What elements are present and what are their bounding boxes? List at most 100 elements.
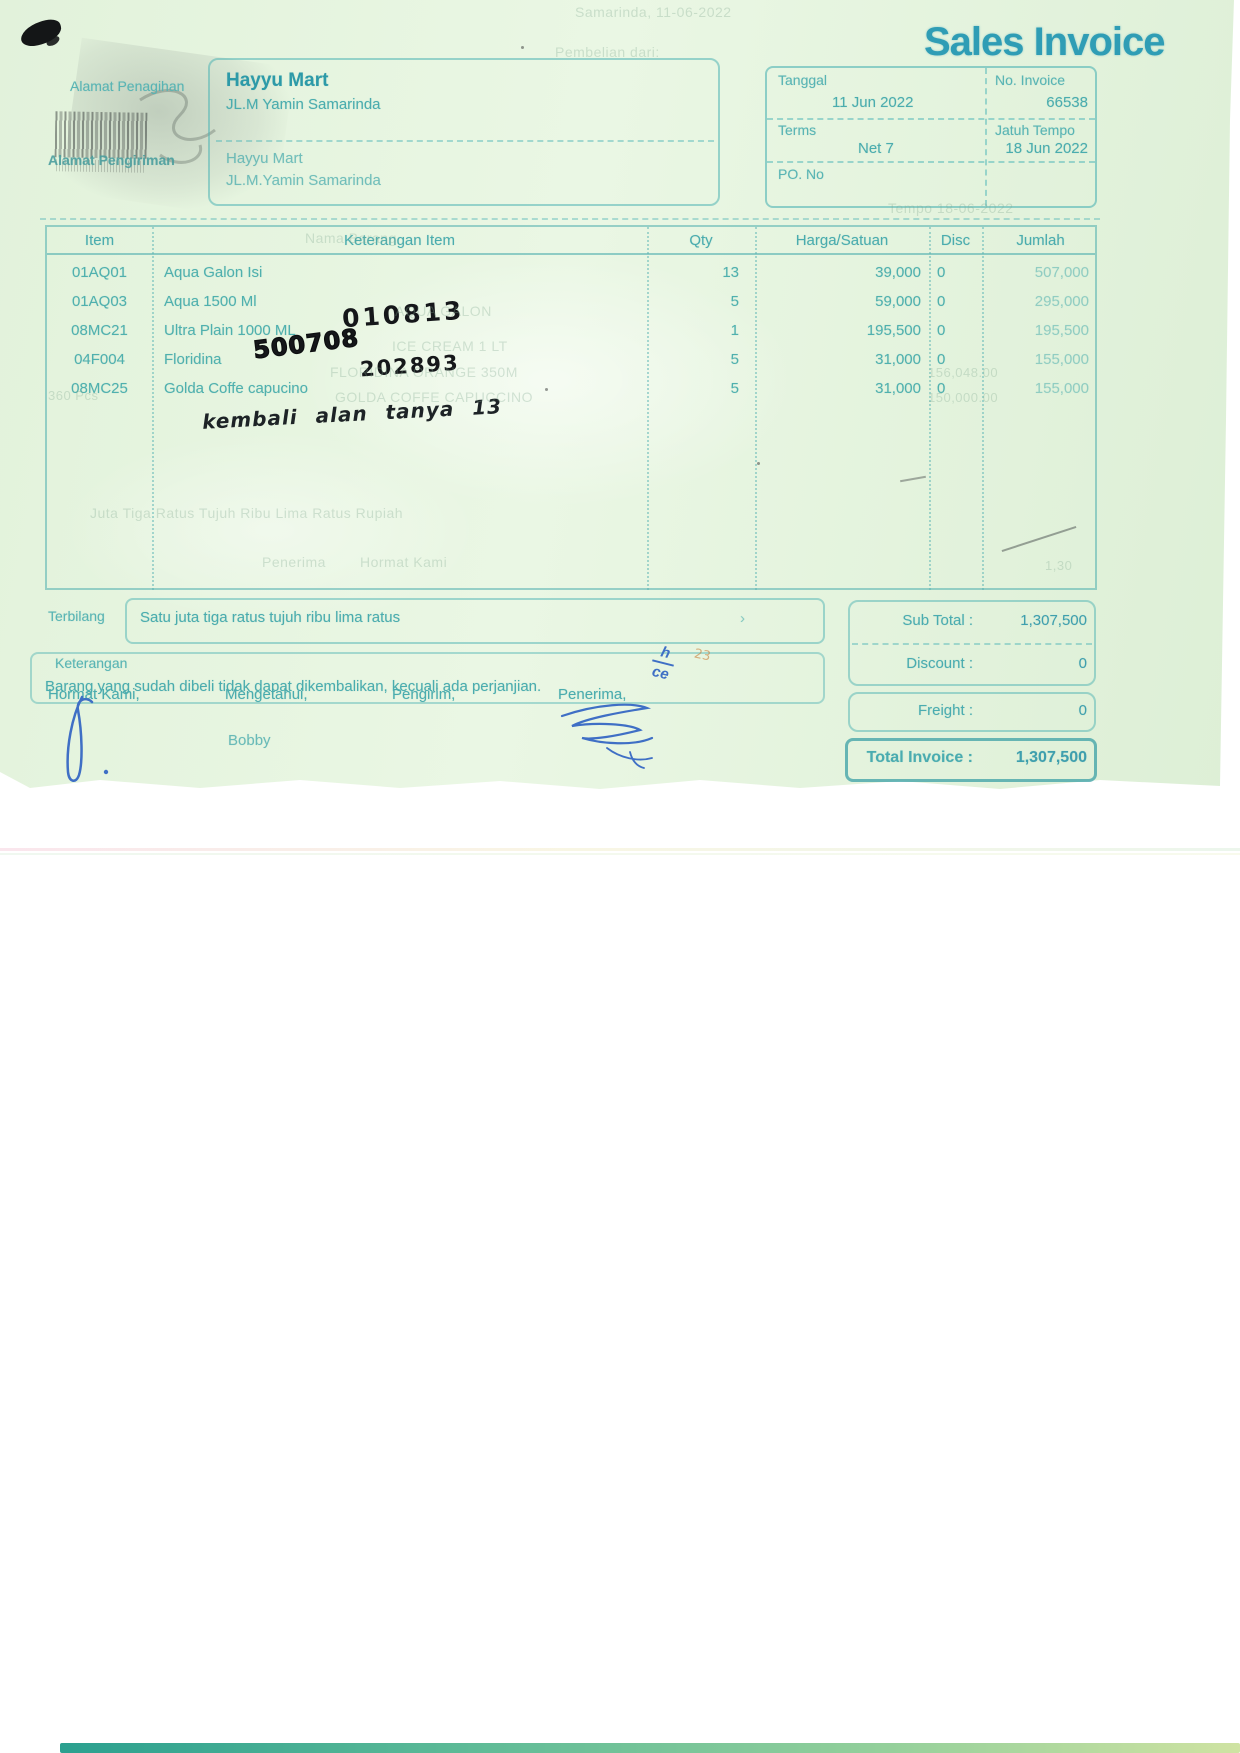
ghost-text: Hormat Kami xyxy=(360,554,448,570)
ink-dot xyxy=(757,462,760,465)
info-box-divider xyxy=(767,161,1095,163)
freight-value: 0 xyxy=(1078,702,1087,719)
cell-price: 31,000 xyxy=(875,380,921,397)
cell-desc: Golda Coffe capucino xyxy=(164,380,308,397)
subtotal-label: Sub Total : xyxy=(902,612,973,629)
col-header-item: Item xyxy=(84,231,115,249)
ship-to-name: Hayyu Mart xyxy=(226,150,303,167)
cell-desc: Ultra Plain 1000 ML xyxy=(164,322,296,339)
keterangan-label: Keterangan xyxy=(55,655,128,671)
ghost-text: 360 Pcs xyxy=(48,388,99,403)
invoice-paper xyxy=(0,0,1234,789)
penerima-label: Penerima, xyxy=(558,686,627,703)
terbilang-text: Satu juta tiga ratus tujuh ribu lima rat… xyxy=(140,609,401,626)
cell-desc: Floridina xyxy=(164,351,222,368)
cell-desc: Aqua 1500 Ml xyxy=(164,293,257,310)
scan-artifact-line xyxy=(0,853,1240,855)
table-column-divider xyxy=(647,227,649,590)
info-box-divider xyxy=(767,118,1095,120)
cell-item: 04F004 xyxy=(74,351,125,368)
invoice-info-box xyxy=(765,66,1097,208)
cell-qty: 5 xyxy=(730,380,739,397)
scan-light-patch xyxy=(60,430,480,630)
cell-total: 155,000 xyxy=(1034,380,1089,397)
mengetahui-label: Mengetahui, xyxy=(225,686,308,703)
scan-light-patch xyxy=(300,250,800,510)
date-value: 11 Jun 2022 xyxy=(832,94,914,111)
table-column-divider xyxy=(982,227,984,590)
table-row: 08MC25 Golda Coffe capucino 5 31,000 0 1… xyxy=(47,374,1095,403)
mengetahui-name: Bobby xyxy=(228,732,271,749)
handwritten-note: 23 xyxy=(692,646,712,665)
signature-penerima xyxy=(560,703,654,769)
ghost-text: FLORIDINA ORANGE 350M xyxy=(330,364,518,380)
subtotal-value: 1,307,500 xyxy=(1020,612,1087,629)
ghost-text: Pembelian dari: xyxy=(555,44,660,60)
ghost-text: 150,000.00 xyxy=(928,390,999,405)
bill-to-box xyxy=(208,58,720,206)
cell-item: 08MC25 xyxy=(71,380,128,397)
cell-qty: 1 xyxy=(730,322,739,339)
table-row: 01AQ01 Aqua Galon Isi 13 39,000 0 507,00… xyxy=(47,258,1095,287)
total-invoice-box xyxy=(845,738,1097,782)
ghost-text: Penerima xyxy=(262,554,326,570)
ink-dot xyxy=(521,46,524,49)
total-invoice-value: 1,307,500 xyxy=(1015,749,1087,766)
terbilang-label: Terbilang xyxy=(48,608,105,624)
mark-bottom: ce xyxy=(650,662,671,684)
terms-label: Terms xyxy=(778,122,817,138)
cell-price: 195,500 xyxy=(866,322,921,339)
invoice-number-value: 66538 xyxy=(1046,94,1088,111)
cell-qty: 5 xyxy=(730,293,739,310)
table-column-divider xyxy=(755,227,757,590)
table-top-rule xyxy=(40,218,1100,220)
col-header-disc: Disc xyxy=(940,231,971,249)
ship-to-address: JL.M.Yamin Samarinda xyxy=(226,172,381,189)
scan-artifact-line xyxy=(0,848,1240,851)
col-header-price: Harga/Satuan xyxy=(795,231,889,249)
keterangan-text: Barang yang sudah dibeli tidak dapat dik… xyxy=(45,678,542,695)
cell-price: 31,000 xyxy=(875,351,921,368)
items-table: Item Keterangan Item Qty Harga/Satuan Di… xyxy=(45,225,1097,590)
freight-box xyxy=(848,692,1096,732)
cell-disc: 0 xyxy=(937,293,946,310)
cell-item: 01AQ01 xyxy=(71,264,128,281)
subtotal-discount-box xyxy=(848,600,1096,686)
due-date-value: 18 Jun 2022 xyxy=(1005,140,1088,157)
date-label: Tanggal xyxy=(778,72,828,88)
keterangan-box xyxy=(30,652,825,704)
cell-total: 507,000 xyxy=(1034,264,1089,281)
discount-label: Discount : xyxy=(906,655,973,672)
invoice-number-label: No. Invoice xyxy=(995,72,1066,88)
ghost-text: Tempo 18-06-2022 xyxy=(888,200,1014,216)
po-number-label: PO. No xyxy=(778,166,824,182)
cell-disc: 0 xyxy=(937,380,946,397)
cell-price: 59,000 xyxy=(875,293,921,310)
cell-disc: 0 xyxy=(937,322,946,339)
cell-total: 155,000 xyxy=(1034,351,1089,368)
table-column-divider xyxy=(152,227,154,590)
totals-divider xyxy=(852,643,1092,645)
ghost-text: 156,048.00 xyxy=(928,365,999,380)
billing-address-label: Alamat Penagihan xyxy=(70,78,185,94)
bill-to-address: JL.M Yamin Samarinda xyxy=(226,96,381,113)
shipping-address-label: Alamat Pengiriman xyxy=(48,152,175,168)
col-header-qty: Qty xyxy=(689,231,713,249)
cell-disc: 0 xyxy=(937,351,946,368)
scan-edge-strip xyxy=(60,1743,1240,1753)
freight-label: Freight : xyxy=(917,702,973,719)
ghost-text: Juta Tiga Ratus Tujuh Ribu Lima Ratus Ru… xyxy=(90,505,404,521)
cell-desc: Aqua Galon Isi xyxy=(164,264,263,281)
cell-price: 39,000 xyxy=(875,264,921,281)
total-invoice-label: Total Invoice : xyxy=(866,749,973,766)
ghost-text: ICE CREAM 1 LT xyxy=(392,338,508,354)
ghost-text: Nama Barang xyxy=(305,230,397,246)
cell-qty: 13 xyxy=(722,264,739,281)
table-row: 04F004 Floridina 5 31,000 0 155,000 xyxy=(47,345,1095,374)
ghost-text: GOLDA COFFE CAPUCCINO xyxy=(335,389,533,405)
page-title: Sales Invoice xyxy=(924,20,1165,64)
due-date-label: Jatuh Tempo xyxy=(995,122,1075,138)
stamp-scribble xyxy=(139,89,216,164)
pengirim-label: Pengirim, xyxy=(392,686,456,703)
